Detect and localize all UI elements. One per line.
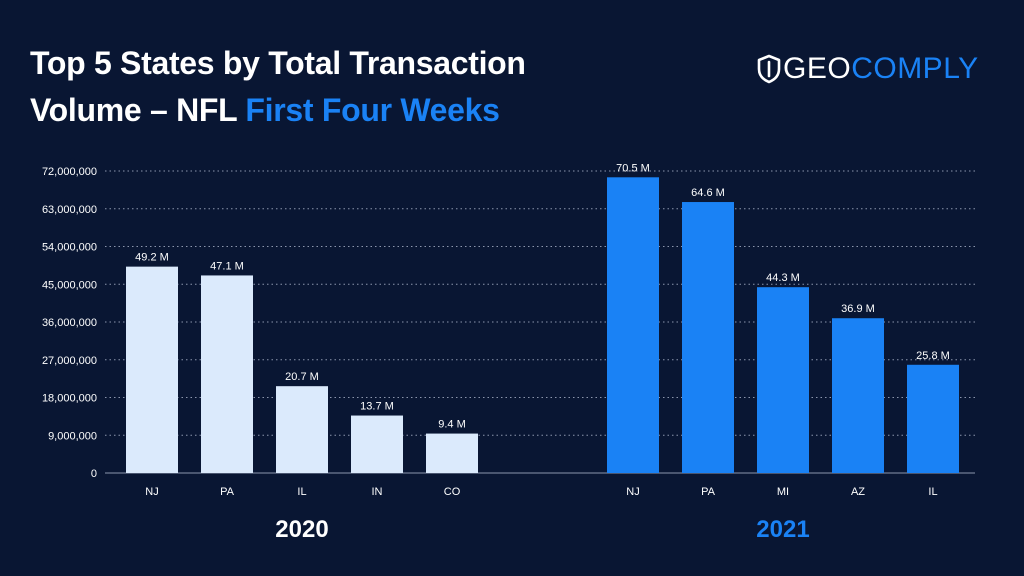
bar-2020-il <box>276 386 328 473</box>
bar-2020-nj <box>126 266 178 473</box>
data-label: 64.6 M <box>691 187 725 199</box>
x-tick-label: PA <box>220 486 235 498</box>
bar-2020-pa <box>201 275 253 473</box>
title-line-1: Top 5 States by Total Transaction <box>30 45 526 81</box>
x-tick-label: NJ <box>145 486 158 498</box>
bar-2020-in <box>351 415 403 473</box>
y-tick-label: 27,000,000 <box>42 355 97 367</box>
data-label: 47.1 M <box>210 260 244 272</box>
group-label-2021: 2021 <box>756 516 809 543</box>
y-tick-label: 0 <box>91 468 97 480</box>
logo-comply-text: COMPLY <box>851 52 979 85</box>
x-tick-label: CO <box>444 486 461 498</box>
y-tick-label: 72,000,000 <box>42 166 97 178</box>
geocomply-logo: GEO COMPLY <box>757 52 979 86</box>
y-tick-label: 18,000,000 <box>42 393 97 405</box>
y-tick-label: 54,000,000 <box>42 242 97 254</box>
title-line-2-accent: First Four Weeks <box>245 92 500 128</box>
bar-2021-il <box>907 364 959 473</box>
bar-2021-nj <box>607 177 659 473</box>
chart-title: Top 5 States by Total Transaction Volume… <box>30 40 526 134</box>
x-tick-label: AZ <box>851 486 865 498</box>
x-tick-label: PA <box>701 486 716 498</box>
data-label: 9.4 M <box>438 419 466 431</box>
x-tick-label: IL <box>928 486 937 498</box>
data-label: 49.2 M <box>135 252 169 264</box>
data-label: 36.9 M <box>841 303 875 315</box>
logo-geo-text: GEO <box>783 52 852 85</box>
shield-icon <box>757 54 781 84</box>
bar-2021-az <box>832 318 884 473</box>
title-line-2: Volume – NFL First Four Weeks <box>30 87 526 134</box>
data-label: 25.8 M <box>916 350 950 362</box>
data-label: 13.7 M <box>360 401 394 413</box>
data-label: 44.3 M <box>766 272 800 284</box>
bar-2020-co <box>426 433 478 473</box>
bar-2021-pa <box>682 202 734 474</box>
y-tick-label: 36,000,000 <box>42 317 97 329</box>
x-tick-label: IN <box>372 486 383 498</box>
x-tick-label: NJ <box>626 486 639 498</box>
y-tick-label: 63,000,000 <box>42 204 97 216</box>
y-tick-label: 45,000,000 <box>42 279 97 291</box>
data-label: 70.5 M <box>616 162 650 174</box>
y-tick-label: 9,000,000 <box>48 430 97 442</box>
x-tick-label: MI <box>777 486 789 498</box>
title-line-2-prefix: Volume – NFL <box>30 92 246 128</box>
group-label-2020: 2020 <box>275 516 328 543</box>
x-tick-label: IL <box>297 486 306 498</box>
data-label: 20.7 M <box>285 371 319 383</box>
bar-2021-mi <box>757 287 809 473</box>
